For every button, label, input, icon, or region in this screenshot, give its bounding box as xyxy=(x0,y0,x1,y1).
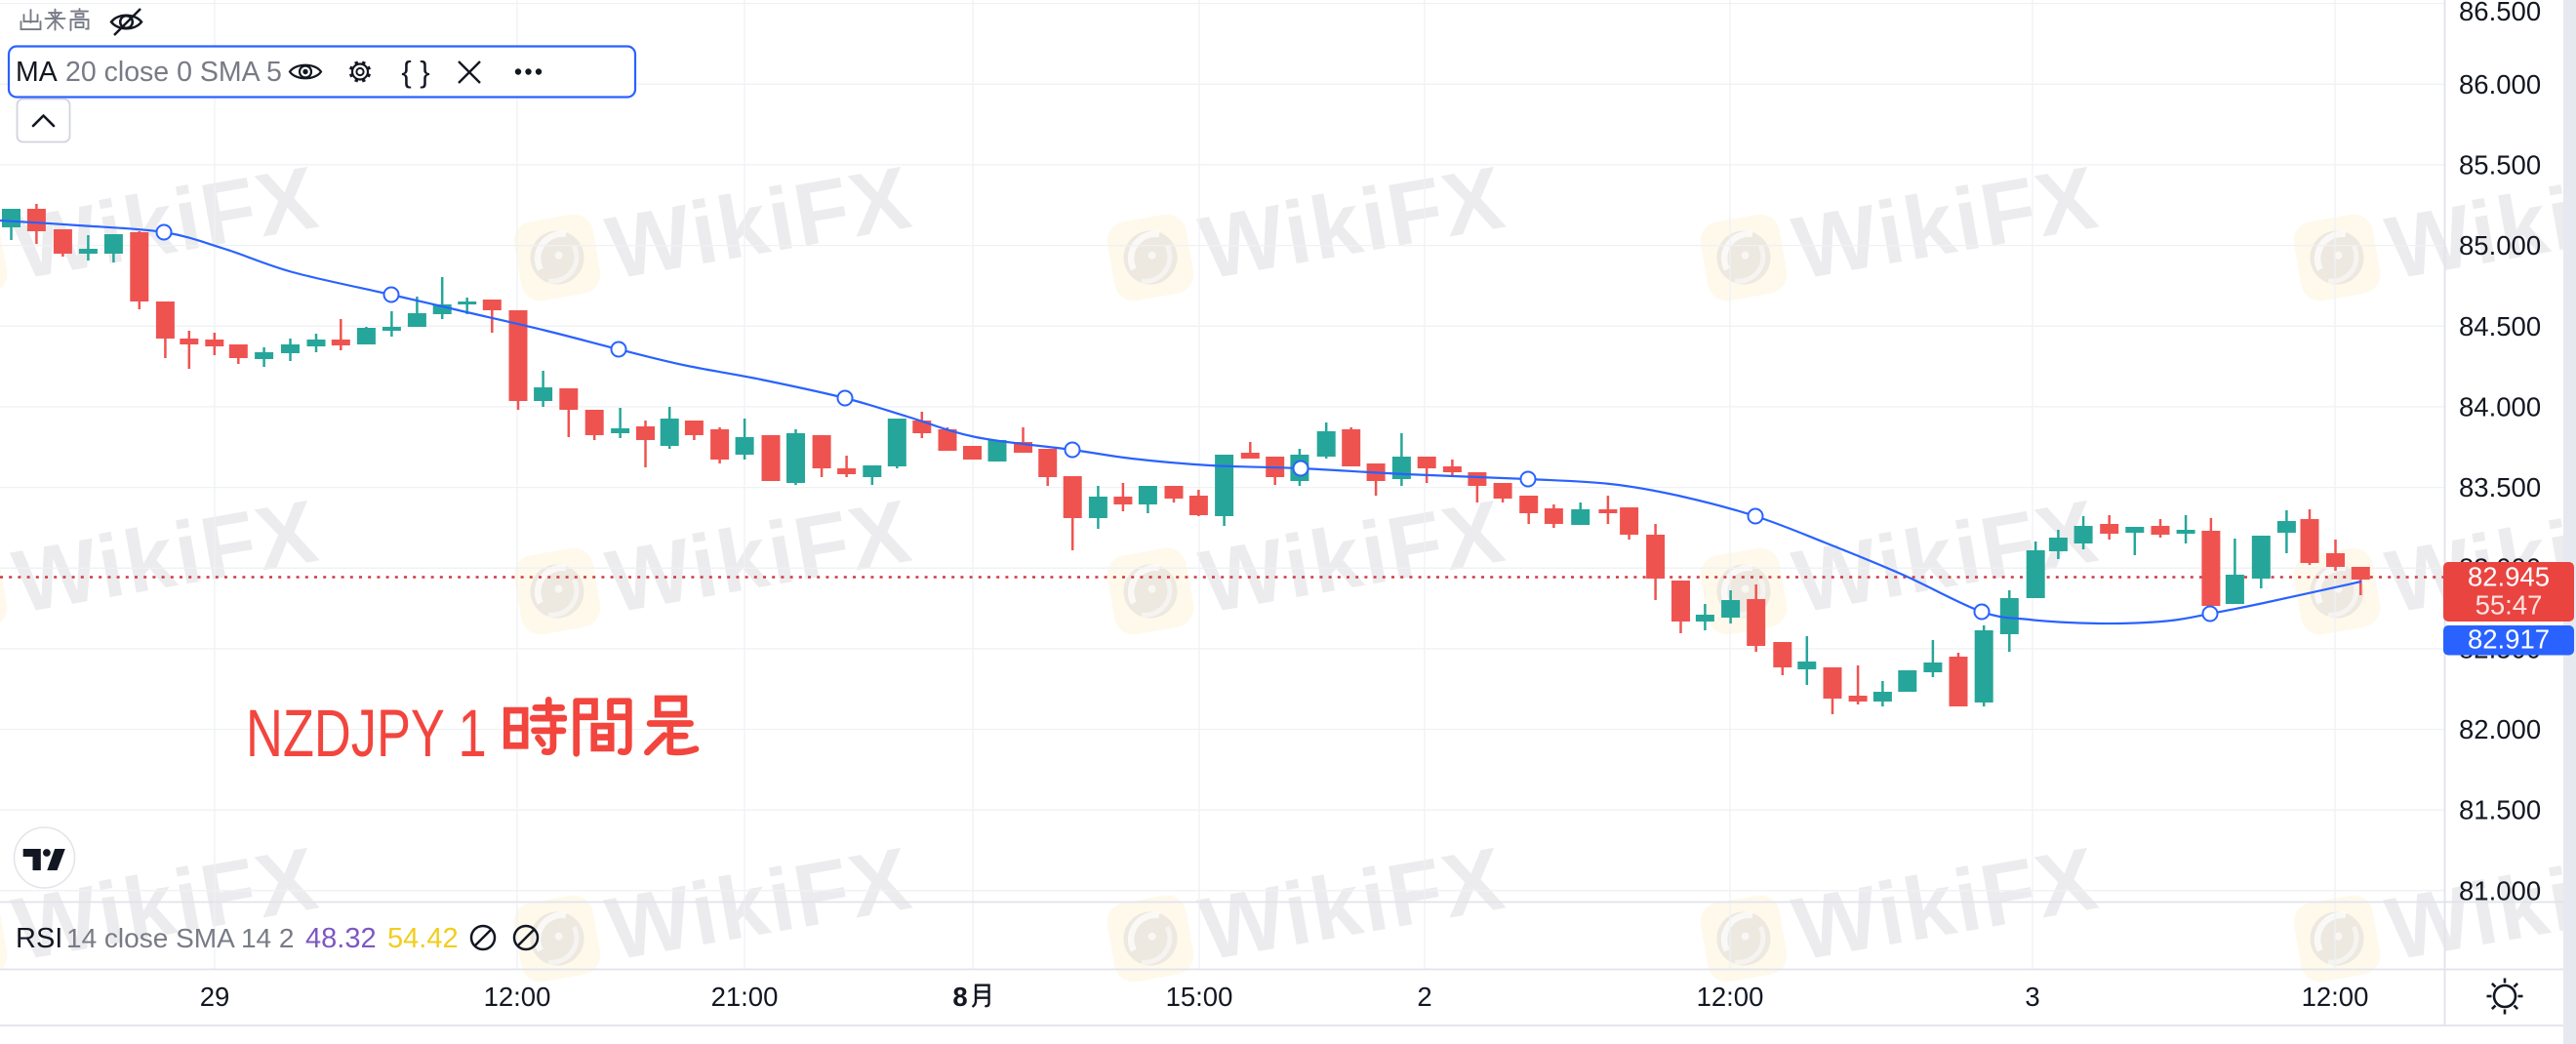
svg-text:83.500: 83.500 xyxy=(2459,472,2541,502)
svg-text:14 close SMA 14 2: 14 close SMA 14 2 xyxy=(66,923,294,953)
svg-text:{ }: { } xyxy=(401,55,429,89)
svg-text:85.500: 85.500 xyxy=(2459,149,2541,180)
svg-text:81.500: 81.500 xyxy=(2459,795,2541,825)
svg-text:84.000: 84.000 xyxy=(2459,391,2541,422)
svg-text:12:00: 12:00 xyxy=(2302,982,2369,1012)
svg-text:81.000: 81.000 xyxy=(2459,875,2541,905)
svg-text:82.000: 82.000 xyxy=(2459,714,2541,744)
svg-text:12:00: 12:00 xyxy=(1697,982,1764,1012)
svg-text:55:47: 55:47 xyxy=(2475,590,2543,621)
svg-text:84.500: 84.500 xyxy=(2459,311,2541,341)
svg-text:29: 29 xyxy=(200,982,230,1012)
svg-text:15:00: 15:00 xyxy=(1166,982,1233,1012)
svg-text:3: 3 xyxy=(2025,982,2039,1012)
svg-text:8: 8 xyxy=(952,982,967,1012)
svg-text:86.500: 86.500 xyxy=(2459,0,2541,26)
svg-text:54.42: 54.42 xyxy=(387,923,459,954)
svg-text:20 close 0 SMA 5: 20 close 0 SMA 5 xyxy=(65,57,282,88)
svg-text:2: 2 xyxy=(1417,982,1431,1012)
svg-text:86.000: 86.000 xyxy=(2459,69,2541,100)
svg-text:12:00: 12:00 xyxy=(484,982,551,1012)
svg-text:MA: MA xyxy=(16,57,58,88)
svg-text:82.945: 82.945 xyxy=(2468,562,2550,592)
svg-text:NZDJPY 1: NZDJPY 1 xyxy=(246,696,487,771)
svg-text:82.917: 82.917 xyxy=(2468,624,2550,655)
svg-text:48.32: 48.32 xyxy=(305,923,377,954)
svg-text:21:00: 21:00 xyxy=(711,982,779,1012)
svg-text:85.000: 85.000 xyxy=(2459,230,2541,261)
svg-text:RSI: RSI xyxy=(16,923,62,954)
